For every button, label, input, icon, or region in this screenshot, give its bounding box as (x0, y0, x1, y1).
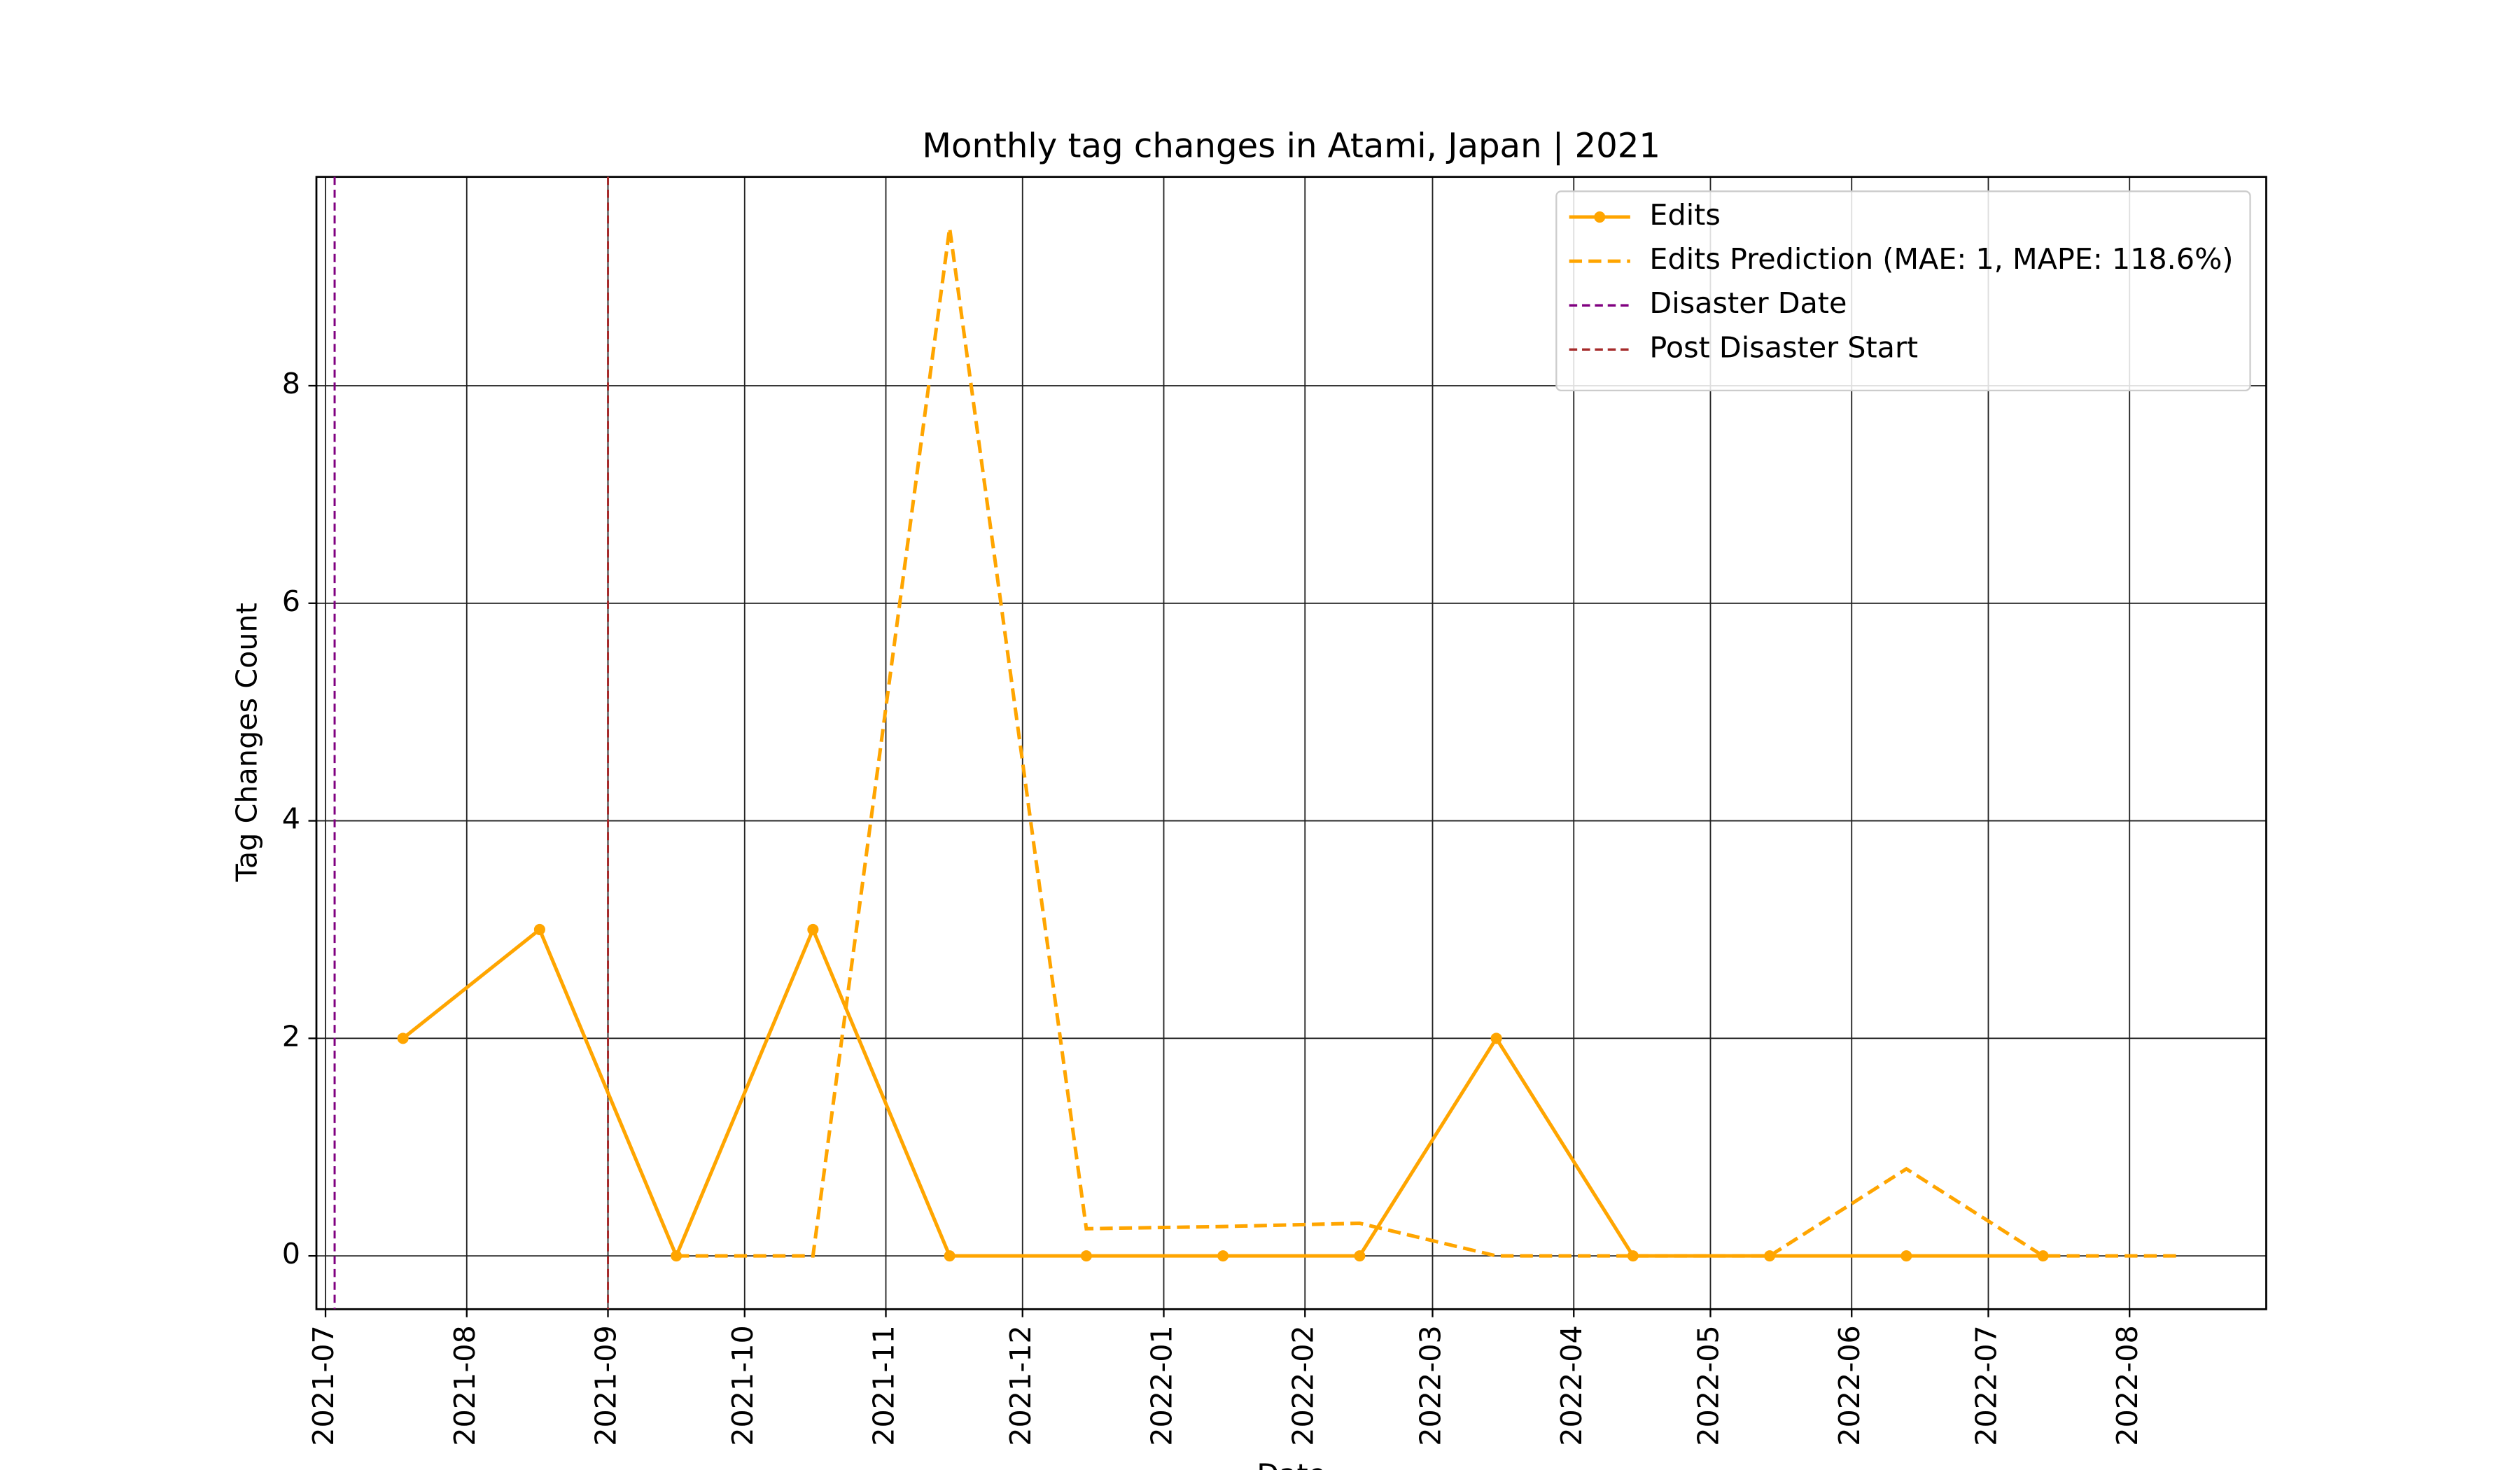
legend-marker (1594, 211, 1606, 223)
chart-title: Monthly tag changes in Atami, Japan | 20… (922, 126, 1660, 165)
plot-frame (315, 176, 2267, 1310)
point (944, 1250, 955, 1262)
legend: Edits Edits Prediction (MAE: 1, MAPE: 118… (1555, 190, 2251, 391)
x-tick-label: 2022-06 (1833, 1325, 1866, 1446)
x-tick-label: 2022-01 (1145, 1325, 1179, 1446)
point (1490, 1032, 1502, 1044)
x-tick-label: 2022-02 (1286, 1325, 1320, 1446)
point (807, 923, 819, 935)
legend-label: Disaster Date (1649, 286, 1847, 320)
point (1217, 1250, 1229, 1262)
x-tick-label: 2021-10 (726, 1325, 760, 1446)
series-line (676, 227, 2180, 1258)
y-tick-label: 0 (282, 1237, 300, 1270)
x-tick-label: 2021-12 (1004, 1325, 1037, 1446)
x-tick-label: 2022-04 (1555, 1325, 1588, 1446)
y-tick-label: 8 (282, 367, 300, 400)
y-tick-label: 4 (282, 802, 300, 836)
legend-label: Edits (1649, 198, 1721, 232)
y-tick-label: 2 (282, 1019, 300, 1053)
x-tick-label: 2021-11 (867, 1325, 901, 1446)
series-line (402, 925, 2043, 1261)
legend-label: Post Disaster Start (1649, 330, 1918, 364)
y-tick-label: 6 (282, 584, 300, 618)
x-tick-label: 2022-03 (1413, 1325, 1447, 1446)
x-axis-label: Date (1256, 1457, 1326, 1470)
point (1354, 1250, 1366, 1262)
x-tick-label: 2022-05 (1691, 1325, 1725, 1446)
point (1900, 1250, 1912, 1262)
x-tick-label: 2021-09 (589, 1325, 623, 1446)
x-tick-label: 2022-07 (1969, 1325, 2003, 1446)
legend-box (1555, 190, 2251, 391)
point (397, 1032, 409, 1044)
point (533, 923, 545, 935)
x-tick-label: 2021-08 (448, 1325, 482, 1446)
y-axis-label: Tag Changes Count (230, 603, 264, 882)
point (1627, 1250, 1639, 1262)
x-tick-label: 2022-08 (2110, 1325, 2144, 1446)
legend-label: Edits Prediction (MAE: 1, MAPE: 118.6%) (1649, 242, 2233, 276)
point (1080, 1250, 1092, 1262)
x-tick-label: 2021-07 (307, 1325, 340, 1446)
